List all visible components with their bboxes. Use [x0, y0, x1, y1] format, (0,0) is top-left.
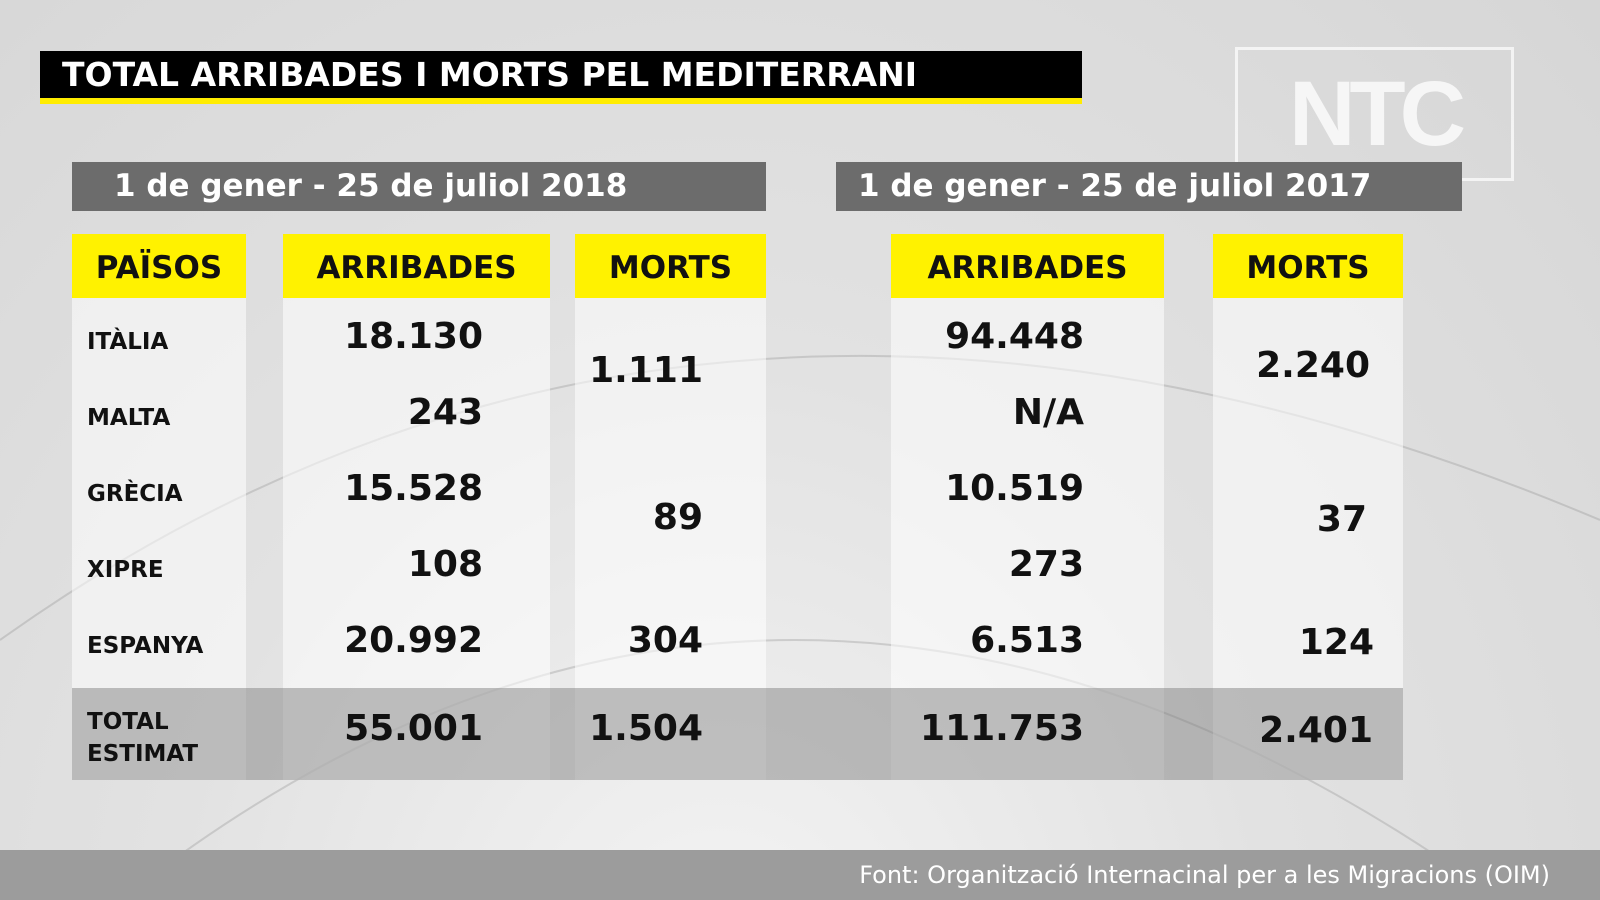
- arrivals-2017-value: 6.513: [970, 620, 1084, 661]
- total-label: TOTAL: [87, 709, 169, 735]
- deaths-2018-value: 89: [652, 497, 703, 538]
- deaths-2017-value: 37: [1316, 499, 1367, 540]
- ntc-logo: NTC: [1235, 47, 1514, 181]
- country-label: GRÈCIA: [87, 481, 183, 507]
- total-arrivals-2017: 111.753: [920, 708, 1084, 749]
- period-2017: 1 de gener - 25 de juliol 2017: [836, 162, 1462, 211]
- arrivals-2018-value: 20.992: [344, 620, 483, 661]
- column-arrivals-2018: [283, 234, 550, 780]
- page-title: TOTAL ARRIBADES I MORTS PEL MEDITERRANI: [40, 51, 1082, 104]
- header-arrivals-2017: ARRIBADES: [891, 234, 1164, 298]
- column-countries: [72, 234, 246, 780]
- period-2018: 1 de gener - 25 de juliol 2018: [72, 162, 766, 211]
- arrivals-2017-value: 94.448: [945, 316, 1084, 357]
- arrivals-2018-value: 108: [407, 544, 483, 585]
- total-arrivals-2018: 55.001: [344, 708, 483, 749]
- column-deaths-2018: [575, 234, 766, 780]
- column-deaths-2017: [1213, 234, 1403, 780]
- arrivals-2018-value: 15.528: [344, 468, 483, 509]
- country-label: MALTA: [87, 405, 171, 431]
- total-label: ESTIMAT: [87, 741, 199, 767]
- deaths-2017-value: 124: [1298, 622, 1374, 663]
- country-label: XIPRE: [87, 557, 164, 583]
- total-deaths-2018: 1.504: [589, 708, 703, 749]
- country-label: ITÀLIA: [87, 329, 169, 355]
- deaths-2017-value: 2.240: [1256, 345, 1370, 386]
- arrivals-2017-value: N/A: [1012, 392, 1084, 433]
- footer-band: [0, 850, 1600, 900]
- country-label: ESPANYA: [87, 633, 204, 659]
- source-note: Font: Organització Internacinal per a le…: [859, 861, 1550, 889]
- arrivals-2017-value: 273: [1008, 544, 1084, 585]
- arrivals-2018-value: 18.130: [344, 316, 483, 357]
- header-deaths-2017: MORTS: [1213, 234, 1403, 298]
- arrivals-2017-value: 10.519: [945, 468, 1084, 509]
- header-countries: PAÏSOS: [72, 234, 246, 298]
- deaths-2018-value: 1.111: [589, 350, 703, 391]
- total-row: [72, 688, 1403, 780]
- header-arrivals-2018: ARRIBADES: [283, 234, 550, 298]
- arrivals-2018-value: 243: [407, 392, 483, 433]
- deaths-2018-value: 304: [627, 620, 703, 661]
- header-deaths-2018: MORTS: [575, 234, 766, 298]
- total-deaths-2017: 2.401: [1259, 710, 1373, 751]
- column-arrivals-2017: [891, 234, 1164, 780]
